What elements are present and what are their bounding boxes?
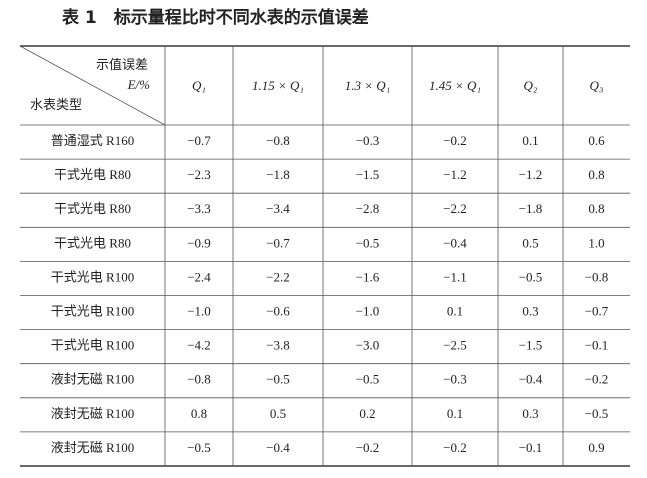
column-header: Q₃ xyxy=(590,78,604,93)
cell-value: −0.2 xyxy=(443,440,467,455)
row-label: 干式光电 R80 xyxy=(54,235,131,250)
cell-value: 0.3 xyxy=(522,406,538,421)
cell-value: −3.3 xyxy=(187,201,211,216)
row-label: 液封无磁 R100 xyxy=(51,406,134,421)
column-header: Q₁ xyxy=(192,78,206,93)
cell-value: 0.9 xyxy=(588,440,604,455)
cell-value: −0.7 xyxy=(187,133,211,148)
cell-value: −0.7 xyxy=(266,235,290,250)
row-label: 液封无磁 R100 xyxy=(51,372,134,387)
cell-value: −3.4 xyxy=(266,201,290,216)
column-header: Q₂ xyxy=(524,78,538,93)
cell-value: −0.5 xyxy=(519,269,543,284)
column-header: 1.3 × Q₁ xyxy=(345,78,390,93)
cell-value: −0.5 xyxy=(266,372,290,387)
row-label: 干式光电 R100 xyxy=(51,338,134,353)
cell-value: −0.2 xyxy=(356,440,380,455)
cell-value: −2.2 xyxy=(443,201,467,216)
cell-value: −1.2 xyxy=(519,167,543,182)
cell-value: 0.6 xyxy=(588,133,605,148)
cell-value: −1.8 xyxy=(519,201,543,216)
cell-value: 0.2 xyxy=(359,406,375,421)
cell-value: −1.2 xyxy=(443,167,467,182)
corner-diagonal xyxy=(19,45,166,126)
cell-value: −1.0 xyxy=(356,304,380,319)
cell-value: −2.2 xyxy=(266,269,290,284)
cell-value: −0.5 xyxy=(356,235,380,250)
cell-value: 0.8 xyxy=(191,406,207,421)
cell-value: −1.6 xyxy=(356,269,380,284)
row-label: 普通湿式 R160 xyxy=(51,133,134,148)
cell-value: −2.3 xyxy=(187,167,211,182)
cell-value: −0.2 xyxy=(585,372,609,387)
cell-value: −0.7 xyxy=(585,304,609,319)
cell-value: 0.1 xyxy=(447,304,463,319)
table-title: 表 1 标示量程比时不同水表的示值误差 xyxy=(62,7,369,28)
cell-value: −1.5 xyxy=(519,338,543,353)
cell-value: −0.4 xyxy=(266,440,290,455)
cell-value: 0.8 xyxy=(588,167,604,182)
cell-value: −0.1 xyxy=(519,440,543,455)
cell-value: −3.8 xyxy=(266,338,290,353)
cell-value: −1.8 xyxy=(266,167,290,182)
corner-bottom: 水表类型 xyxy=(30,97,82,112)
row-label: 液封无磁 R100 xyxy=(51,440,134,455)
cell-value: −0.9 xyxy=(187,235,211,250)
cell-value: −0.5 xyxy=(356,372,380,387)
cell-value: 0.5 xyxy=(522,235,538,250)
cell-value: −0.5 xyxy=(585,406,609,421)
cell-value: −1.1 xyxy=(443,269,467,284)
cell-value: −1.0 xyxy=(187,304,211,319)
cell-value: −1.5 xyxy=(356,167,380,182)
cell-value: −0.2 xyxy=(443,133,467,148)
row-label: 干式光电 R100 xyxy=(51,269,134,284)
corner-top: 示值误差 xyxy=(96,57,148,72)
corner-unit: E/% xyxy=(127,77,151,92)
cell-value: 1.0 xyxy=(588,235,604,250)
cell-value: −0.4 xyxy=(519,372,543,387)
cell-value: −0.3 xyxy=(443,372,467,387)
cell-value: 0.3 xyxy=(522,304,538,319)
row-label: 干式光电 R80 xyxy=(54,167,131,182)
cell-value: 0.8 xyxy=(588,201,604,216)
row-label: 干式光电 R100 xyxy=(51,304,134,319)
cell-value: −0.1 xyxy=(585,338,609,353)
cell-value: −0.5 xyxy=(187,440,211,455)
cell-value: −0.4 xyxy=(443,235,467,250)
cell-value: −0.6 xyxy=(266,304,290,319)
cell-value: −0.8 xyxy=(187,372,211,387)
cell-value: −4.2 xyxy=(187,338,211,353)
row-label: 干式光电 R80 xyxy=(54,201,131,216)
cell-value: −2.4 xyxy=(187,269,211,284)
cell-value: 0.1 xyxy=(447,406,463,421)
cell-value: −3.0 xyxy=(356,338,380,353)
cell-value: 0.1 xyxy=(522,133,538,148)
cell-value: −2.8 xyxy=(356,201,380,216)
cell-value: −0.8 xyxy=(266,133,290,148)
column-header: 1.45 × Q₁ xyxy=(429,78,481,93)
cell-value: 0.5 xyxy=(270,406,286,421)
cell-value: −0.3 xyxy=(356,133,380,148)
cell-value: −0.8 xyxy=(585,269,609,284)
column-header: 1.15 × Q₁ xyxy=(252,78,304,93)
cell-value: −2.5 xyxy=(443,338,467,353)
